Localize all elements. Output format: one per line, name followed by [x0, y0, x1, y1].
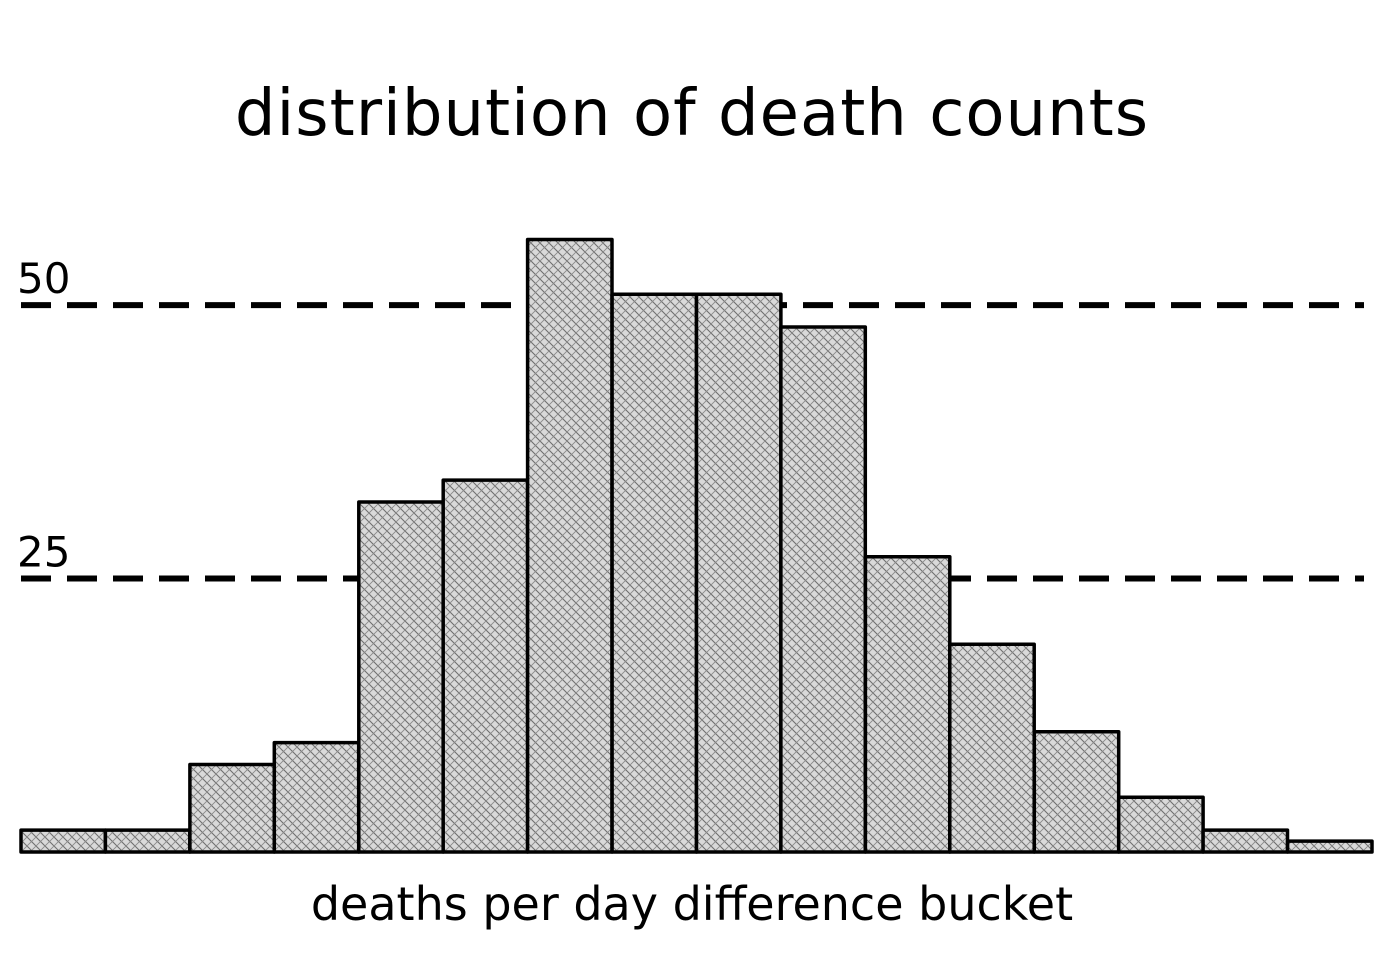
y-tick-label: 50: [17, 254, 70, 303]
histogram-bar: [441, 478, 530, 854]
chart-title: distribution of death counts: [235, 77, 1149, 151]
histogram-bar: [779, 325, 868, 854]
y-tick-label: 25: [17, 528, 70, 577]
histogram-bar: [19, 828, 108, 854]
histogram-bar: [863, 554, 952, 854]
histogram-bar: [357, 500, 445, 854]
histogram-bar: [1032, 729, 1121, 854]
histogram-bar: [948, 642, 1036, 854]
histogram-bar: [1116, 795, 1205, 854]
histogram-bar: [188, 762, 277, 854]
histogram-bar: [272, 740, 361, 854]
histogram-bar: [1201, 828, 1290, 854]
histogram-bar: [103, 828, 192, 854]
histogram-bar: [525, 237, 614, 854]
x-axis-label: deaths per day difference bucket: [311, 877, 1073, 931]
histogram-bar: [694, 292, 783, 854]
histogram-bar: [610, 292, 699, 854]
y-tick-labels: 25 50: [17, 254, 70, 576]
histogram-bar: [1285, 839, 1374, 854]
histogram-bars: [19, 237, 1374, 854]
